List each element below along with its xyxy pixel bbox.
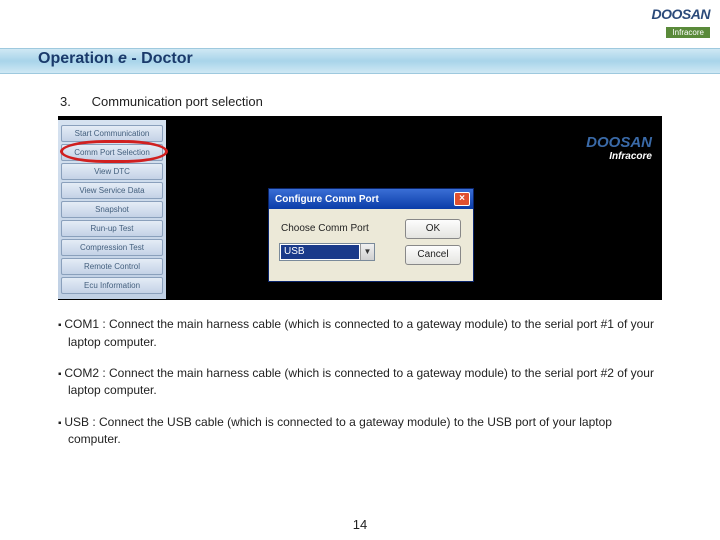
sidebar-item-start-comm[interactable]: Start Communication xyxy=(61,125,163,142)
note-usb-text: USB : Connect the USB cable (which is co… xyxy=(64,415,612,447)
sidebar-item-comm-port[interactable]: Comm Port Selection xyxy=(61,144,163,161)
brand-logo: DOOSAN Infracore xyxy=(652,6,710,40)
note-com2-text: COM2 : Connect the main harness cable (w… xyxy=(64,366,654,398)
page-title: Operation e - Doctor xyxy=(38,50,193,68)
section-number: 3. xyxy=(60,94,88,109)
title-e: e xyxy=(118,50,127,67)
screenshot-brand: DOOSAN Infracore xyxy=(586,134,652,162)
ok-button[interactable]: OK xyxy=(405,219,461,239)
screenshot-brand-name: DOOSAN xyxy=(586,134,652,151)
dialog-titlebar: Configure Comm Port × xyxy=(269,189,473,209)
sidebar-item-view-dtc[interactable]: View DTC xyxy=(61,163,163,180)
screenshot-brand-sub: Infracore xyxy=(586,151,652,162)
comm-port-value: USB xyxy=(281,245,359,259)
sidebar-item-compression[interactable]: Compression Test xyxy=(61,239,163,256)
title-suffix: - Doctor xyxy=(127,50,193,67)
chevron-down-icon[interactable]: ▼ xyxy=(360,244,374,260)
note-com1-text: COM1 : Connect the main harness cable (w… xyxy=(64,317,654,349)
app-sidebar: Start Communication Comm Port Selection … xyxy=(58,120,166,299)
app-screenshot: Start Communication Comm Port Selection … xyxy=(58,116,662,300)
dialog-body: Choose Comm Port USB ▼ OK Cancel xyxy=(269,209,473,281)
comm-port-select[interactable]: USB ▼ xyxy=(279,243,375,261)
dialog-label: Choose Comm Port xyxy=(281,223,369,234)
close-icon[interactable]: × xyxy=(454,192,470,206)
dialog-title: Configure Comm Port xyxy=(275,194,454,205)
page-number: 14 xyxy=(0,517,720,532)
cancel-button[interactable]: Cancel xyxy=(405,245,461,265)
brand-sub: Infracore xyxy=(666,27,710,38)
configure-comm-port-dialog: Configure Comm Port × Choose Comm Port U… xyxy=(268,188,474,282)
title-word: Operation xyxy=(38,50,114,67)
section-text: Communication port selection xyxy=(92,94,263,109)
brand-name: DOOSAN xyxy=(652,6,710,22)
notes-section: ▪ COM1 : Connect the main harness cable … xyxy=(58,316,666,463)
sidebar-item-remote[interactable]: Remote Control xyxy=(61,258,163,275)
note-com2: ▪ COM2 : Connect the main harness cable … xyxy=(58,365,666,400)
sidebar-item-runup[interactable]: Run-up Test xyxy=(61,220,163,237)
note-com1: ▪ COM1 : Connect the main harness cable … xyxy=(58,316,666,351)
sidebar-item-snapshot[interactable]: Snapshot xyxy=(61,201,163,218)
section-heading: 3. Communication port selection xyxy=(60,94,263,109)
sidebar-item-ecu[interactable]: Ecu Information xyxy=(61,277,163,294)
sidebar-item-service-data[interactable]: View Service Data xyxy=(61,182,163,199)
note-usb: ▪ USB : Connect the USB cable (which is … xyxy=(58,414,666,449)
